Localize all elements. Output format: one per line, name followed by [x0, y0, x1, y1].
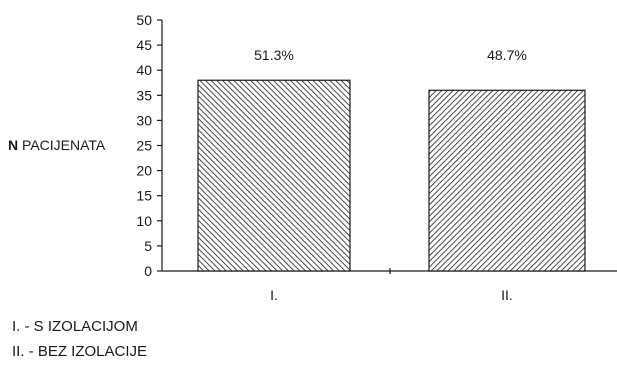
y-tick-label: 20 [136, 163, 152, 179]
y-tick-label: 35 [136, 87, 152, 103]
y-tick-label: 15 [136, 188, 152, 204]
legend-entry-2: II. - BEZ IZOLACIJE [12, 343, 148, 360]
y-axis-label-prefix: N [8, 137, 19, 153]
y-axis: 0 5 10 15 20 25 30 35 40 45 50 [136, 12, 163, 279]
y-axis-label: N PACIJENATA [8, 137, 105, 153]
category-label-1: I. [270, 287, 278, 303]
bar-2 [428, 89, 586, 272]
y-tick-label: 0 [144, 263, 152, 279]
y-tick-label: 45 [136, 37, 152, 53]
bars [197, 79, 586, 272]
y-tick-label: 40 [136, 62, 152, 78]
y-axis-label-text: PACIJENATA [22, 137, 106, 153]
y-tick-label: 10 [136, 213, 152, 229]
data-label-1: 51.3% [254, 47, 294, 63]
bar-1 [197, 79, 351, 272]
legend-entry-1: I. - S IZOLACIJOM [12, 318, 138, 335]
y-tick-label: 50 [136, 12, 152, 28]
y-tick-label: 25 [136, 138, 152, 154]
data-labels: 51.3% I. 48.7% II. [254, 47, 527, 303]
data-label-2: 48.7% [487, 47, 527, 63]
y-tick-label: 30 [136, 112, 152, 128]
y-tick-label: 5 [144, 238, 152, 254]
category-label-2: II. [501, 287, 513, 303]
